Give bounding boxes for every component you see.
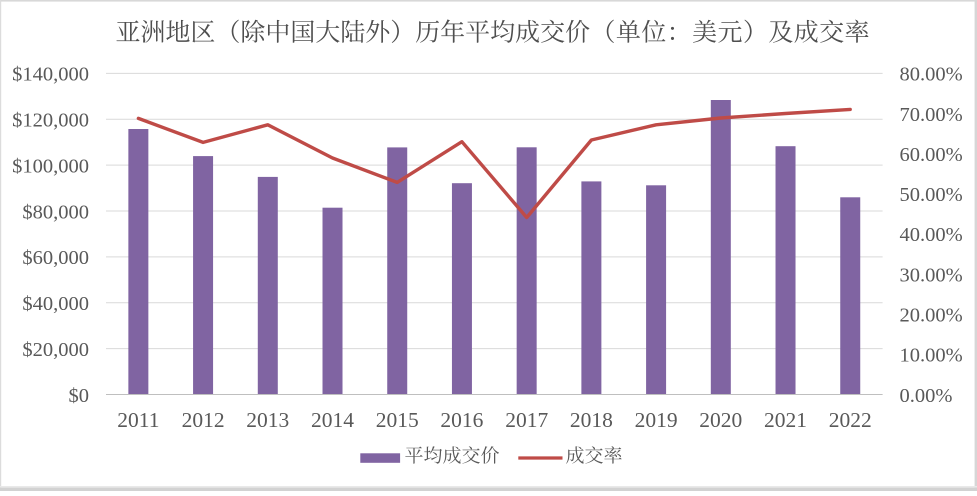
svg-text:$100,000: $100,000 — [12, 155, 89, 177]
svg-text:60.00%: 60.00% — [900, 144, 963, 166]
svg-text:2017: 2017 — [505, 408, 548, 432]
svg-text:2015: 2015 — [376, 408, 419, 432]
svg-text:$140,000: $140,000 — [12, 64, 89, 86]
svg-text:2011: 2011 — [117, 408, 159, 432]
svg-text:$120,000: $120,000 — [12, 110, 89, 132]
svg-text:30.00%: 30.00% — [900, 264, 963, 286]
svg-text:10.00%: 10.00% — [900, 345, 963, 367]
svg-text:2020: 2020 — [699, 408, 742, 432]
svg-text:$0: $0 — [69, 385, 90, 407]
svg-text:50.00%: 50.00% — [900, 184, 963, 206]
svg-text:40.00%: 40.00% — [900, 224, 963, 246]
svg-text:$40,000: $40,000 — [22, 293, 89, 315]
svg-text:$20,000: $20,000 — [22, 339, 89, 361]
svg-text:2019: 2019 — [635, 408, 678, 432]
svg-text:2021: 2021 — [764, 408, 807, 432]
svg-text:2013: 2013 — [246, 408, 289, 432]
svg-text:80.00%: 80.00% — [900, 64, 963, 86]
svg-text:0.00%: 0.00% — [900, 385, 953, 407]
svg-text:$80,000: $80,000 — [22, 201, 89, 223]
svg-text:2014: 2014 — [311, 408, 354, 432]
svg-text:2022: 2022 — [829, 408, 872, 432]
svg-text:$60,000: $60,000 — [22, 247, 89, 269]
svg-text:70.00%: 70.00% — [900, 104, 963, 126]
svg-text:2018: 2018 — [570, 408, 613, 432]
svg-text:2016: 2016 — [440, 408, 483, 432]
svg-text:2012: 2012 — [182, 408, 225, 432]
svg-text:20.00%: 20.00% — [900, 305, 963, 327]
